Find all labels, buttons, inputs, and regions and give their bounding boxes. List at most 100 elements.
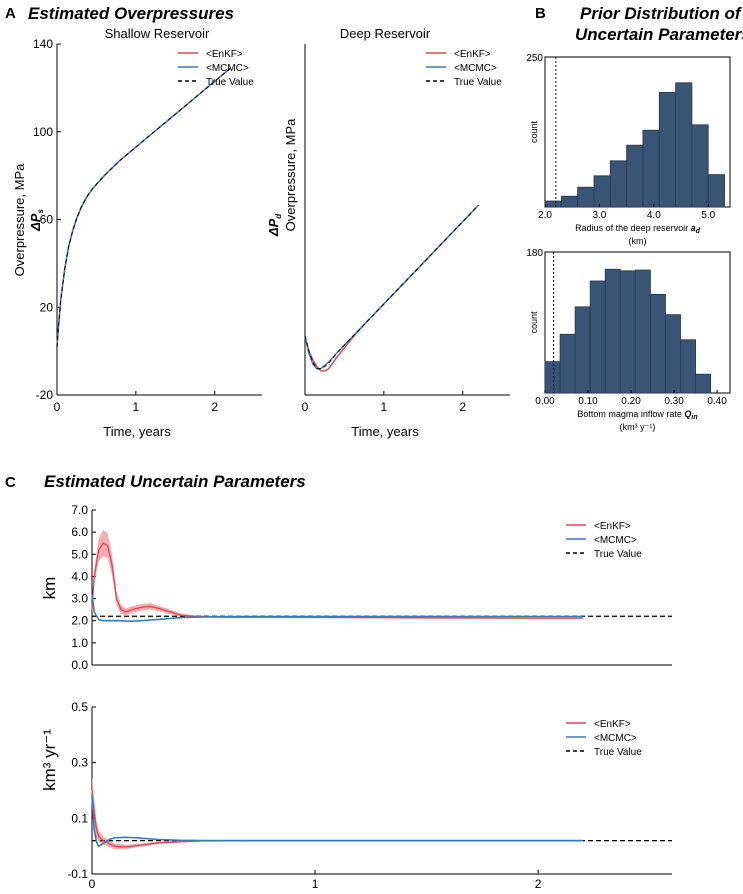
radius-param-legend-label-1: <MCMC>	[594, 535, 637, 546]
inflow-hist-bar-3	[589, 280, 606, 394]
panel-b-title-line2: Uncertain Parameters	[575, 25, 743, 44]
inflow-hist-xtick-label-3: 0.30	[664, 396, 684, 407]
inflow-param-ytick-label-0: -0.1	[67, 867, 88, 881]
radius-hist-ytick-label-0: 250	[526, 53, 543, 64]
radius-param-enkf-line	[91, 542, 583, 619]
shallow-ylabel: Overpressure, MPa	[12, 163, 27, 276]
deep-true-line	[304, 204, 479, 370]
radius-hist-bar-9	[691, 124, 709, 208]
radius-hist-xlabel: Radius of the deep reservoir ad	[575, 223, 701, 235]
radius-param-mcmc-line	[91, 594, 583, 622]
deep-ysymbol: ΔPd	[266, 213, 283, 237]
panel-a-letter: A	[5, 5, 16, 22]
inflow-param-ytick-label-3: 0.5	[71, 700, 88, 714]
inflow-hist-bar-1	[559, 333, 576, 394]
radius-param-ytick-label-7: 7.0	[71, 503, 88, 517]
inflow-hist-ytick-label-0: 180	[526, 248, 543, 259]
radius-hist-bar-8	[675, 82, 693, 208]
radius-hist-xtick-label-0: 2.0	[538, 210, 552, 221]
panel-c-title: Estimated Uncertain Parameters	[44, 472, 306, 491]
radius-hist-bar-0	[544, 200, 562, 208]
deep-xlabel: Time, years	[351, 424, 419, 439]
radius-hist-bar-6	[642, 129, 660, 208]
shallow-enkf-line	[56, 67, 231, 347]
inflow-param-legend-label-0: <EnKF>	[594, 719, 631, 730]
inflow-hist-xlabel-symbol: Q	[684, 409, 691, 419]
inflow-param-xtick-label-1: 1	[312, 877, 319, 891]
radius-param-ytick-label-5: 5.0	[71, 547, 88, 561]
shallow-xtick-label-1: 1	[133, 400, 140, 414]
radius-hist-xtick-label-3: 5.0	[701, 210, 715, 221]
inflow-hist-bar-8	[665, 314, 681, 394]
radius-hist-xtick-label-1: 3.0	[592, 210, 606, 221]
inflow-hist-ylabel: count	[529, 311, 539, 334]
radius-param-ytick-label-4: 4.0	[71, 569, 88, 583]
radius-hist-bar-3	[593, 175, 611, 208]
panel-b-letter: B	[535, 5, 546, 22]
radius-hist-bar-2	[577, 186, 595, 208]
deep-legend-label-2: True Value	[454, 77, 502, 88]
shallow-xlabel: Time, years	[103, 424, 171, 439]
inflow-param-xtick-label-0: 0	[89, 877, 96, 891]
inflow-hist-bar-5	[619, 270, 636, 394]
deep-ysymbol-sub: d	[274, 213, 283, 219]
shallow-reservoir-chart: Shallow Reservoir -20 20 60 100 140 0 1 2 Time, y…	[12, 26, 262, 439]
inflow-hist-xlabel-unit: (km³ y⁻¹)	[620, 422, 656, 432]
panel-c-letter: C	[5, 474, 16, 491]
inflow-parameter-chart: -0.1 0.1 0.3 0.5 0 1 2 <EnKF> <MCMC> True Value km…	[40, 700, 672, 891]
radius-param-ylabel: km	[40, 577, 59, 600]
radius-param-legend-label-2: True Value	[594, 549, 642, 560]
radius-hist-xlabel-unit: (km)	[629, 236, 647, 246]
radius-param-enkf-band	[92, 529, 583, 619]
radius-hist-xtick-label-2: 4.0	[647, 210, 661, 221]
radius-param-ytick-label-2: 2.0	[71, 614, 88, 628]
shallow-true-line	[56, 67, 231, 347]
inflow-hist-xtick-label-0: 0.00	[535, 396, 555, 407]
shallow-xtick-label-2: 2	[211, 400, 218, 414]
shallow-title: Shallow Reservoir	[105, 26, 210, 41]
deep-legend-label-0: <EnKF>	[454, 49, 491, 60]
inflow-hist-bar-4	[604, 268, 621, 394]
shallow-ytick-label-0: -20	[36, 388, 54, 402]
radius-param-ytick-label-0: 0.0	[71, 658, 88, 672]
shallow-legend-label-0: <EnKF>	[206, 49, 243, 60]
inflow-hist-bar-10	[695, 373, 712, 394]
shallow-legend-label-2: True Value	[206, 77, 254, 88]
deep-legend-label-1: <MCMC>	[454, 63, 497, 74]
inflow-hist-xtick-label-1: 0.10	[578, 396, 598, 407]
inflow-hist-bar-7	[650, 293, 666, 394]
shallow-ytick-label-1: 20	[40, 300, 54, 314]
shallow-ysymbol-sub: s	[36, 209, 45, 214]
radius-hist-bar-5	[626, 144, 644, 208]
radius-parameter-chart: 0.0 1.0 2.0 3.0 4.0 5.0 6.0 7.0 <EnKF> <MCMC> True…	[40, 503, 672, 672]
inflow-hist-bar-2	[574, 306, 591, 394]
shallow-ytick-label-4: 140	[33, 37, 53, 51]
radius-hist-bar-10	[707, 174, 725, 208]
radius-hist-bar-7	[658, 92, 676, 208]
inflow-hist-bar-6	[634, 269, 651, 394]
inflow-param-legend-label-1: <MCMC>	[594, 733, 637, 744]
shallow-ytick-label-2: 60	[40, 213, 54, 227]
deep-xtick-label-1: 1	[381, 400, 388, 414]
deep-title: Deep Reservoir	[340, 26, 431, 41]
inflow-param-mcmc-line	[91, 796, 583, 848]
inflow-param-ytick-label-1: 0.1	[71, 811, 88, 825]
inflow-hist-bar-0	[544, 361, 561, 394]
inflow-param-ylabel: km³ yr⁻¹	[40, 729, 59, 791]
deep-mcmc-line	[304, 204, 480, 370]
deep-enkf-line	[304, 204, 480, 372]
inflow-param-xtick-label-2: 2	[535, 877, 542, 891]
shallow-mcmc-line	[56, 67, 231, 347]
deep-reservoir-chart: Deep Reservoir 0 1 2 Time, years Overpressure…	[266, 26, 510, 439]
inflow-param-ytick-label-2: 0.3	[71, 756, 88, 770]
radius-hist-xlabel-symbol: a	[691, 223, 696, 233]
shallow-ytick-label-3: 100	[33, 125, 53, 139]
inflow-param-enkf-line	[91, 790, 583, 848]
radius-hist-bar-1	[560, 195, 579, 208]
radius-histogram: 2.0 3.0 4.0 5.0 250 count Radius of the deep r…	[526, 53, 731, 246]
inflow-param-enkf-band	[92, 776, 583, 850]
shallow-xtick-label-0: 0	[54, 400, 61, 414]
panel-a-title: Estimated Overpressures	[28, 4, 234, 23]
inflow-hist-bar-9	[680, 339, 696, 394]
